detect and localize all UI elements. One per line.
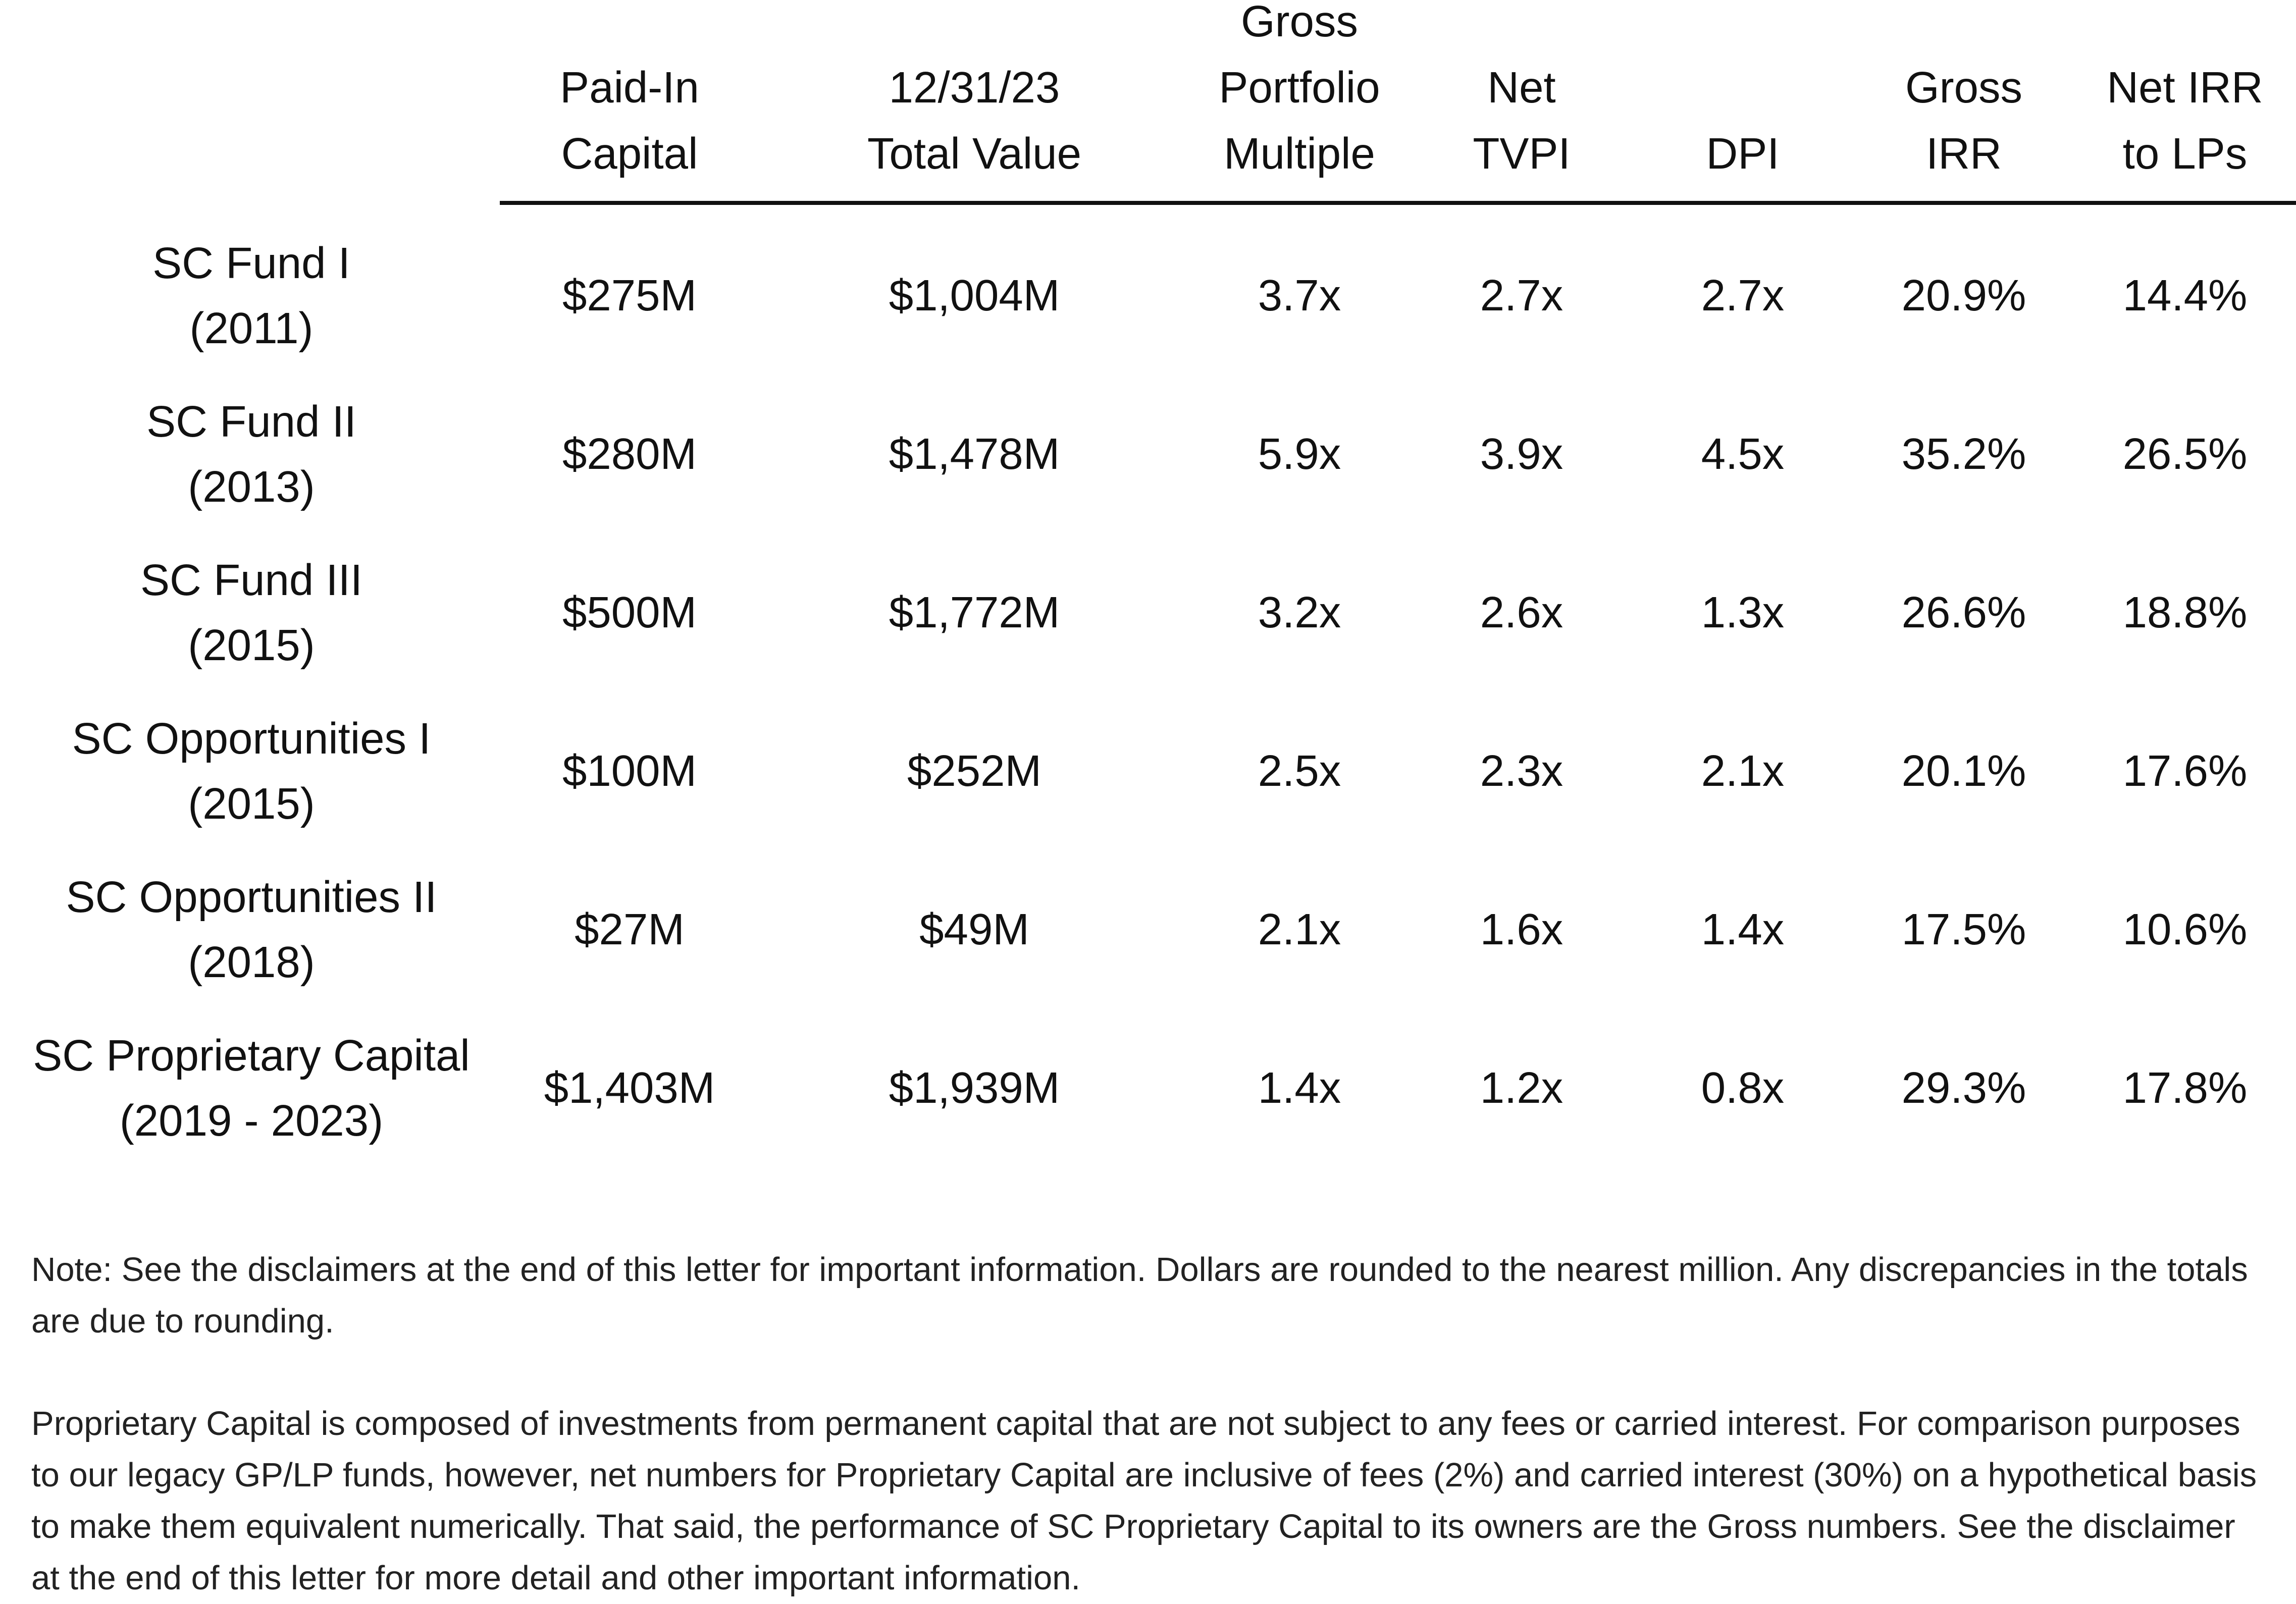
footnotes: Note: See the disclaimers at the end of …: [31, 1244, 2273, 1604]
table-cell-total-value: $49M: [919, 905, 1029, 954]
column-header-line: Net: [1487, 63, 1556, 112]
table-cell-gross-multiple: 3.7x: [1258, 271, 1341, 320]
table-cell-total-value: $1,004M: [889, 271, 1060, 320]
fund-name-cell: SC Opportunities I (2015): [0, 692, 503, 850]
table-cell-gross-multiple: 1.4x: [1258, 1063, 1341, 1112]
table-cell-paid-in: $1,403M: [544, 1063, 715, 1112]
column-header-dpi: DPI: [1634, 0, 1851, 187]
table-row: SC Fund II (2013) $280M $1,478M 5.9x 3.9x 4.5x…: [0, 375, 2296, 533]
column-header-line: 12/31/23: [889, 63, 1060, 112]
table-cell-gross-irr: 29.3%: [1901, 1063, 2026, 1112]
table-cell-net-irr: 26.5%: [2122, 430, 2248, 478]
table-cell-net-tvpi: 2.6x: [1480, 588, 1563, 637]
column-header-line: Net IRR: [2107, 63, 2263, 112]
fund-vintage-years: (2011): [189, 304, 314, 353]
table-cell-paid-in: $280M: [562, 430, 697, 478]
column-header-line: Gross: [1240, 0, 1359, 46]
fund-name-cell: SC Fund II (2013): [0, 375, 503, 533]
table-cell-total-value: $1,772M: [889, 588, 1060, 637]
column-header-line: Paid-In: [560, 63, 699, 112]
table-cell-paid-in: $100M: [562, 746, 697, 795]
table-row: SC Opportunities I (2015) $100M $252M 2.5x 2.…: [0, 692, 2296, 850]
fund-name: SC Proprietary Capital: [33, 1031, 470, 1080]
column-header-net-irr: Net IRR to LPs: [2076, 0, 2293, 187]
table-cell-gross-multiple: 2.5x: [1258, 746, 1341, 795]
table-cell-net-irr: 17.8%: [2122, 1063, 2248, 1112]
column-header-line: Capital: [561, 129, 698, 178]
table-cell-gross-irr: 26.6%: [1901, 588, 2026, 637]
fund-vintage-years: (2018): [188, 938, 315, 987]
table-cell-net-tvpi: 2.7x: [1480, 271, 1563, 320]
column-header-gross-multiple: Gross Portfolio Multiple: [1191, 0, 1408, 187]
table-cell-gross-irr: 17.5%: [1901, 905, 2026, 954]
header-divider: [500, 201, 2296, 205]
fund-vintage-years: (2015): [188, 779, 315, 828]
fund-performance-table: Paid-In Capital 12/31/23 Total Value Gross Po…: [0, 0, 2296, 1167]
table-cell-net-irr: 18.8%: [2122, 588, 2248, 637]
column-header-paid-in: Paid-In Capital: [521, 0, 738, 187]
fund-name: SC Fund III: [140, 556, 362, 605]
table-cell-net-irr: 17.6%: [2122, 746, 2248, 795]
table-cell-gross-multiple: 3.2x: [1258, 588, 1341, 637]
table-cell-gross-irr: 35.2%: [1901, 430, 2026, 478]
table-row: SC Opportunities II (2018) $27M $49M 2.1x 1.6…: [0, 850, 2296, 1009]
fund-name-cell: SC Opportunities II (2018): [0, 850, 503, 1009]
table-cell-net-tvpi: 1.2x: [1480, 1063, 1563, 1112]
rounding-note: Note: See the disclaimers at the end of …: [31, 1251, 2248, 1340]
table-cell-net-tvpi: 1.6x: [1480, 905, 1563, 954]
table-cell-dpi: 1.4x: [1701, 905, 1785, 954]
table-cell-dpi: 2.1x: [1701, 746, 1785, 795]
fund-name-cell: SC Proprietary Capital (2019 - 2023): [0, 1009, 503, 1167]
table-cell-dpi: 4.5x: [1701, 430, 1785, 478]
fund-name-cell: SC Fund I (2011): [0, 217, 503, 375]
table-cell-paid-in: $275M: [562, 271, 697, 320]
table-cell-gross-multiple: 2.1x: [1258, 905, 1341, 954]
column-header-line: Portfolio: [1219, 63, 1380, 112]
table-cell-total-value: $252M: [907, 746, 1041, 795]
table-cell-net-irr: 14.4%: [2122, 271, 2248, 320]
table-cell-gross-irr: 20.1%: [1901, 746, 2026, 795]
table-cell-total-value: $1,939M: [889, 1063, 1060, 1112]
column-header-line: TVPI: [1473, 129, 1571, 178]
table-row: SC Proprietary Capital (2019 - 2023) $1,40…: [0, 1009, 2296, 1167]
table-cell-net-tvpi: 2.3x: [1480, 746, 1563, 795]
proprietary-capital-note: Proprietary Capital is composed of inves…: [31, 1405, 2257, 1597]
fund-name: SC Fund I: [152, 239, 350, 288]
fund-vintage-years: (2013): [188, 462, 315, 511]
column-header-total-value: 12/31/23 Total Value: [866, 0, 1083, 187]
table-cell-dpi: 0.8x: [1701, 1063, 1785, 1112]
table-cell-total-value: $1,478M: [889, 430, 1060, 478]
table-row: SC Fund III (2015) $500M $1,772M 3.2x 2.6x 1.3…: [0, 533, 2296, 692]
table-cell-dpi: 1.3x: [1701, 588, 1785, 637]
column-header-line: Total Value: [867, 129, 1081, 178]
column-header-line: DPI: [1706, 129, 1780, 178]
fund-name: SC Fund II: [146, 397, 356, 446]
fund-vintage-years: (2015): [188, 621, 315, 670]
column-header-line: Multiple: [1224, 129, 1375, 178]
table-cell-net-irr: 10.6%: [2122, 905, 2248, 954]
fund-name-cell: SC Fund III (2015): [0, 533, 503, 692]
table-cell-paid-in: $27M: [575, 905, 685, 954]
column-header-gross-irr: Gross IRR: [1855, 0, 2072, 187]
column-header-line: to LPs: [2122, 129, 2248, 178]
column-header-line: IRR: [1926, 129, 2002, 178]
column-header-net-tvpi: Net TVPI: [1413, 0, 1630, 187]
table-cell-paid-in: $500M: [562, 588, 697, 637]
table-row: SC Fund I (2011) $275M $1,004M 3.7x 2.7x 2.7x 2…: [0, 217, 2296, 375]
table-cell-net-tvpi: 3.9x: [1480, 430, 1563, 478]
table-cell-gross-irr: 20.9%: [1901, 271, 2026, 320]
fund-name: SC Opportunities II: [66, 873, 437, 922]
fund-vintage-years: (2019 - 2023): [119, 1096, 384, 1145]
column-header-line: Gross: [1905, 63, 2023, 112]
fund-name: SC Opportunities I: [72, 714, 431, 763]
table-cell-dpi: 2.7x: [1701, 271, 1785, 320]
table-cell-gross-multiple: 5.9x: [1258, 430, 1341, 478]
